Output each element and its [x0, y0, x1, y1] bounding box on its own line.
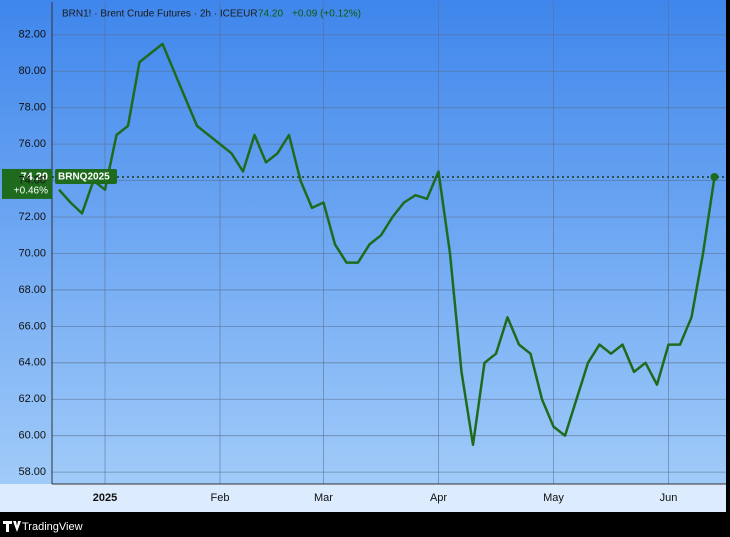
price-box	[2, 168, 52, 199]
y-tick-label: 58.00	[18, 466, 46, 478]
chart-title: BRN1! · Brent Crude Futures · 2h · ICEEU…	[62, 9, 258, 20]
y-tick-label: 62.00	[18, 393, 46, 405]
x-tick-label: Jun	[660, 492, 678, 504]
background	[0, 0, 730, 512]
price-label: 74.20	[20, 171, 48, 183]
y-tick-label: 66.00	[18, 320, 46, 332]
grid	[51, 2, 726, 485]
y-tick-label: 82.00	[18, 29, 46, 41]
y-tick-label: 78.00	[18, 102, 46, 114]
plot: BRNQ2025 74.20 +0.46%	[2, 42, 726, 447]
x-tick-label: Apr	[430, 492, 447, 504]
y-tick-label: 68.00	[18, 284, 46, 296]
y-tick-label: 76.00	[18, 138, 46, 150]
y-tick-label: 72.00	[18, 211, 46, 223]
x-tick-label: May	[543, 492, 564, 504]
x-axis-strip	[0, 484, 726, 512]
footer-bar	[0, 512, 730, 537]
y-tick-label: 80.00	[18, 65, 46, 77]
x-tick-label: Mar	[314, 492, 333, 504]
header-change: +0.09 (+0.12%)	[292, 9, 361, 20]
y-tick-label: 64.00	[18, 357, 46, 369]
price-change: +0.46%	[14, 186, 48, 197]
y-tick-label: 60.00	[18, 430, 46, 442]
footer-text: TradingView	[22, 521, 83, 533]
y-tick-label: 70.00	[18, 247, 46, 259]
price-series	[58, 42, 716, 447]
right-edge	[726, 0, 730, 512]
last-point	[710, 172, 719, 181]
legend-box	[55, 168, 117, 184]
y-tick-label: 74.00	[18, 174, 46, 186]
x-tick-label: Feb	[211, 492, 230, 504]
header-price: 74.20	[258, 9, 283, 20]
logo	[3, 521, 21, 532]
x-tick-label: 2025	[93, 492, 117, 504]
legend-label: BRNQ2025	[58, 172, 110, 183]
